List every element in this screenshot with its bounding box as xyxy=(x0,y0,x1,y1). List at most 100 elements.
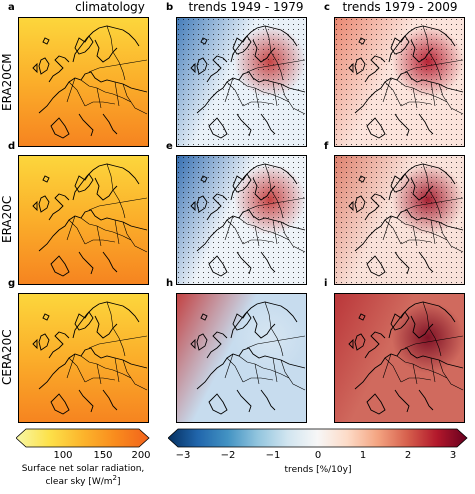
country-border xyxy=(122,83,148,115)
country-border xyxy=(254,225,260,247)
country-border xyxy=(254,87,260,109)
country-border xyxy=(84,101,116,107)
country-border xyxy=(84,377,116,383)
country-border xyxy=(238,217,264,231)
coastline xyxy=(42,313,50,321)
country-border xyxy=(66,77,76,103)
coastline xyxy=(418,389,434,411)
country-borders xyxy=(382,163,464,253)
colorbar-trends-tick: −2 xyxy=(220,450,236,461)
coastline xyxy=(348,200,354,212)
country-border xyxy=(224,353,234,379)
country-border xyxy=(270,51,284,81)
coastline xyxy=(50,117,70,139)
country-border xyxy=(384,357,402,383)
country-border xyxy=(438,83,464,115)
country-border xyxy=(68,81,86,107)
coastline xyxy=(366,117,386,139)
colorbar-radiation-label-line2: clear sky [W/m2] xyxy=(8,474,158,487)
map-panel-g xyxy=(18,293,149,423)
coastline xyxy=(78,389,94,413)
coastline xyxy=(388,163,456,201)
country-border xyxy=(112,189,126,219)
colorbar-radiation-label: Surface net solar radiation, clear sky [… xyxy=(8,464,158,487)
coastline xyxy=(190,62,196,74)
country-border xyxy=(396,355,422,369)
map-svg-f xyxy=(335,156,464,284)
coastline xyxy=(236,113,252,137)
map-panel-h xyxy=(176,293,307,423)
country-border xyxy=(400,101,432,107)
country-borders xyxy=(66,25,148,115)
country-border xyxy=(280,83,306,115)
country-border xyxy=(104,367,132,379)
country-border xyxy=(238,355,264,369)
colorbar-trends-svg xyxy=(167,428,468,448)
country-border xyxy=(404,197,464,211)
coastline xyxy=(102,389,118,411)
country-border xyxy=(226,81,244,107)
coastline xyxy=(200,175,208,183)
coastline xyxy=(394,251,410,275)
country-border xyxy=(264,301,272,329)
coastline xyxy=(48,55,70,83)
colorbar-gradient xyxy=(167,428,468,448)
coastline xyxy=(230,163,298,201)
coastline xyxy=(196,195,208,213)
colorbar-trends-tick: 0 xyxy=(314,450,322,461)
country-border xyxy=(246,59,306,73)
coastline xyxy=(32,200,38,212)
country-border xyxy=(226,357,244,383)
map-svg-a xyxy=(19,18,148,146)
country-border xyxy=(114,357,120,383)
colorbar-radiation-label-sup: 2 xyxy=(112,474,117,482)
coastline xyxy=(78,113,94,137)
coastline xyxy=(72,163,140,201)
coastline xyxy=(394,113,410,137)
coastlines xyxy=(32,25,148,139)
coastline xyxy=(190,338,196,350)
coastline xyxy=(208,117,228,139)
coastline xyxy=(208,393,228,415)
coastline xyxy=(190,200,196,212)
country-border xyxy=(96,87,102,109)
country-border xyxy=(104,229,132,241)
map-svg-d xyxy=(19,156,148,284)
panel-letter-h: h xyxy=(166,278,174,289)
country-border xyxy=(226,219,244,245)
colorbar-radiation-label-unit: clear sky [W/m xyxy=(45,477,113,487)
coastline xyxy=(196,333,208,351)
country-border xyxy=(80,355,106,369)
coastline xyxy=(232,311,252,331)
map-panel-b xyxy=(176,17,307,147)
panel-letter-b: b xyxy=(166,2,174,13)
map-svg-g xyxy=(19,294,148,422)
coastline xyxy=(196,209,306,252)
country-border xyxy=(272,357,278,383)
country-border xyxy=(112,51,126,81)
colorbar-trends xyxy=(167,428,468,448)
country-border xyxy=(84,239,116,245)
coastline xyxy=(72,301,140,339)
country-border xyxy=(404,335,464,349)
coastline xyxy=(230,25,298,63)
column-title-trends-1949-1979: trends 1949 - 1979 xyxy=(188,0,304,14)
country-border xyxy=(438,221,464,253)
country-border xyxy=(106,25,114,53)
country-border xyxy=(384,81,402,107)
country-border xyxy=(396,79,422,93)
country-border xyxy=(112,327,126,357)
country-border xyxy=(104,91,132,103)
coastline xyxy=(38,71,148,114)
coastline xyxy=(50,393,70,415)
country-border xyxy=(384,219,402,245)
country-border xyxy=(68,357,86,383)
coastline xyxy=(260,113,276,135)
coastline xyxy=(366,393,386,415)
coastline xyxy=(366,255,386,277)
panel-letter-d: d xyxy=(8,141,16,152)
colorbar-radiation-tick: 150 xyxy=(93,450,113,461)
country-border xyxy=(428,189,442,219)
coastlines xyxy=(32,163,148,277)
colorbar-gradient xyxy=(15,428,150,448)
